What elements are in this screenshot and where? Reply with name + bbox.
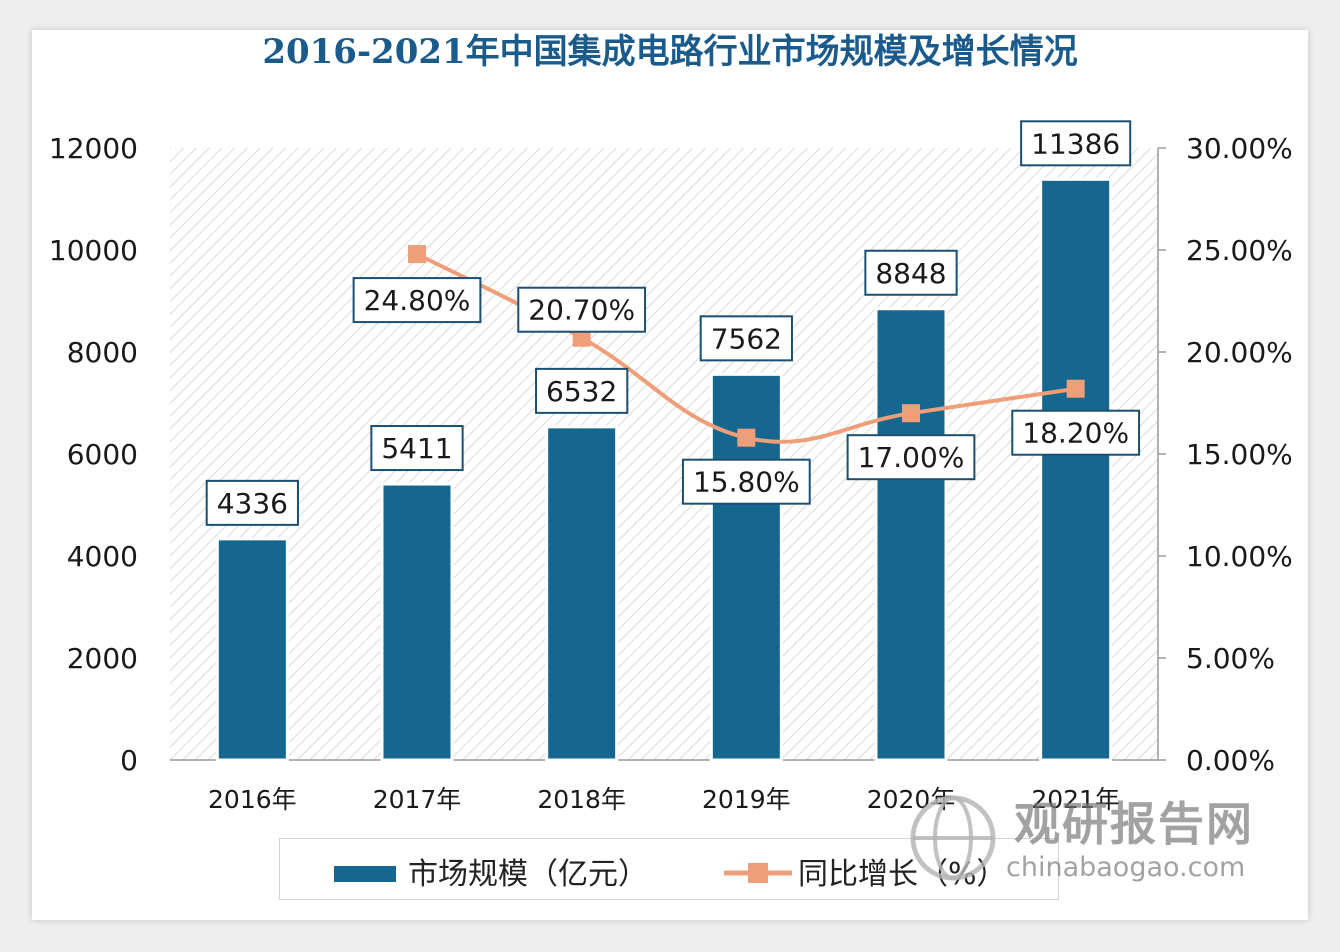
left-tick-label: 12000 — [49, 132, 138, 165]
category-label-2016年: 2016年 — [208, 785, 297, 814]
growth-label-2020年: 17.00% — [846, 434, 976, 481]
left-tick-label: 10000 — [49, 234, 138, 267]
right-tick-label: 5.00% — [1186, 642, 1275, 675]
bar-2020年 — [874, 307, 948, 762]
right-tick-label: 10.00% — [1186, 540, 1293, 573]
growth-label-2019年: 15.80% — [681, 458, 811, 505]
left-tick-label: 4000 — [67, 540, 138, 573]
svg-text:5411: 5411 — [381, 432, 452, 465]
svg-text:15.80%: 15.80% — [693, 466, 800, 499]
svg-text:6532: 6532 — [546, 375, 617, 408]
svg-text:18.20%: 18.20% — [1022, 417, 1129, 450]
bar-label-2018年: 6532 — [535, 367, 629, 414]
svg-text:4336: 4336 — [217, 487, 288, 520]
legend-swatch-bar — [334, 866, 396, 882]
svg-text:7562: 7562 — [711, 322, 782, 355]
category-label-2018年: 2018年 — [537, 785, 626, 814]
bar-label-2021年: 11386 — [1020, 120, 1132, 167]
legend-label-market: 市场规模（亿元） — [408, 857, 648, 892]
globe-logo-icon — [910, 795, 996, 881]
bar-2018年 — [545, 425, 619, 762]
growth-label-2017年: 24.80% — [352, 277, 482, 324]
growth-point-2018年 — [572, 328, 591, 347]
bar-label-2017年: 5411 — [370, 425, 464, 472]
right-tick-label: 30.00% — [1186, 132, 1293, 165]
growth-label-2018年: 20.70% — [517, 286, 647, 333]
category-label-2019年: 2019年 — [702, 785, 791, 814]
svg-text:20.70%: 20.70% — [528, 294, 635, 327]
growth-label-2021年: 18.20% — [1011, 409, 1141, 456]
left-tick-label: 8000 — [67, 336, 138, 369]
left-tick-label: 2000 — [67, 642, 138, 675]
bar-label-2020年: 8848 — [864, 249, 958, 296]
right-tick-label: 25.00% — [1186, 234, 1293, 267]
bar-2021年 — [1039, 177, 1113, 762]
svg-text:8848: 8848 — [875, 257, 946, 290]
growth-point-2017年 — [408, 245, 426, 264]
right-tick-label: 15.00% — [1186, 438, 1293, 471]
category-label-2021年: 2021年 — [1031, 785, 1120, 814]
right-tick-label: 0.00% — [1186, 744, 1275, 777]
bar-label-2019年: 7562 — [699, 315, 793, 362]
growth-point-2020年 — [902, 404, 920, 423]
bar-2016年 — [215, 537, 289, 762]
category-label-2017年: 2017年 — [373, 785, 462, 814]
watermark-url: chinabaogao.com — [1006, 852, 1246, 883]
bar-2017年 — [380, 482, 454, 762]
plot-area — [170, 148, 1158, 760]
legend-swatch-line — [724, 863, 792, 883]
svg-text:11386: 11386 — [1031, 127, 1120, 160]
svg-text:24.80%: 24.80% — [364, 284, 471, 317]
chart-title: 2016-2021年中国集成电路行业市场规模及增长情况 — [262, 32, 1078, 72]
growth-point-2019年 — [737, 428, 756, 447]
watermark-text: 观研报告网 — [1014, 797, 1254, 851]
left-tick-label: 6000 — [67, 438, 138, 471]
svg-text:17.00%: 17.00% — [858, 441, 965, 474]
bar-label-2016年: 4336 — [205, 479, 299, 526]
right-tick-label: 20.00% — [1186, 336, 1293, 369]
left-tick-label: 0 — [120, 744, 138, 777]
growth-point-2021年 — [1066, 379, 1085, 398]
